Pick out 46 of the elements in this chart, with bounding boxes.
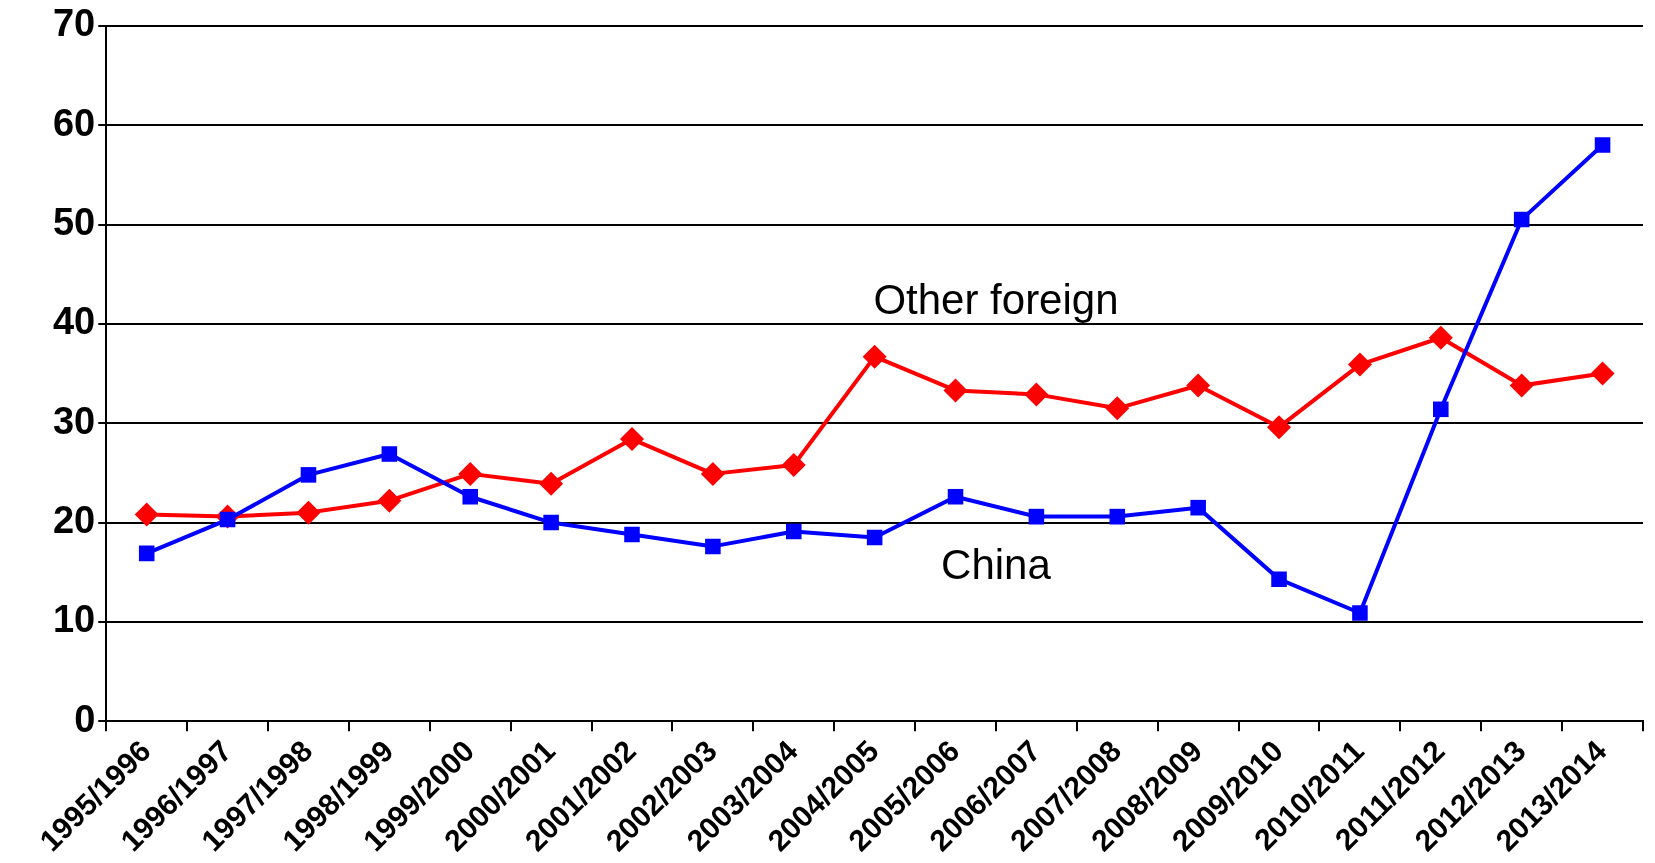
y-tick-label: 60 (52, 101, 96, 144)
point (705, 538, 721, 555)
series-label: Other foreign (873, 276, 1119, 324)
point (947, 488, 964, 505)
y-tick-label: 70 (52, 2, 96, 45)
point (1105, 396, 1130, 421)
y-tick-label: 20 (52, 499, 96, 542)
y-tick-label: 50 (52, 200, 96, 243)
point (1271, 571, 1287, 587)
point (1513, 211, 1530, 228)
point (785, 523, 802, 540)
point (462, 488, 479, 505)
point (1109, 508, 1126, 525)
series-label: China (941, 541, 1052, 589)
point (1594, 137, 1611, 153)
point (866, 529, 883, 546)
point (296, 500, 321, 525)
point (1186, 373, 1211, 398)
point (1190, 499, 1206, 516)
point (543, 514, 559, 531)
point (1028, 508, 1045, 525)
point (619, 427, 644, 452)
point (300, 467, 317, 483)
point (1590, 361, 1615, 386)
point (1267, 415, 1292, 440)
point (138, 545, 155, 562)
y-tick-label: 40 (52, 300, 96, 343)
point (624, 526, 640, 543)
point (381, 446, 398, 462)
y-tick-label: 10 (52, 598, 96, 641)
point (458, 461, 483, 486)
point (1347, 352, 1372, 377)
y-tick-label: 0 (74, 697, 96, 740)
point (377, 488, 402, 513)
point (1509, 373, 1534, 398)
point (862, 344, 887, 369)
y-tick-label: 30 (52, 399, 96, 442)
point (1433, 401, 1449, 418)
point (1352, 605, 1368, 621)
point (1024, 382, 1049, 407)
point (781, 452, 806, 477)
point (1428, 325, 1453, 350)
point (943, 378, 968, 403)
point (700, 461, 725, 486)
point (539, 471, 564, 496)
point (134, 502, 159, 527)
